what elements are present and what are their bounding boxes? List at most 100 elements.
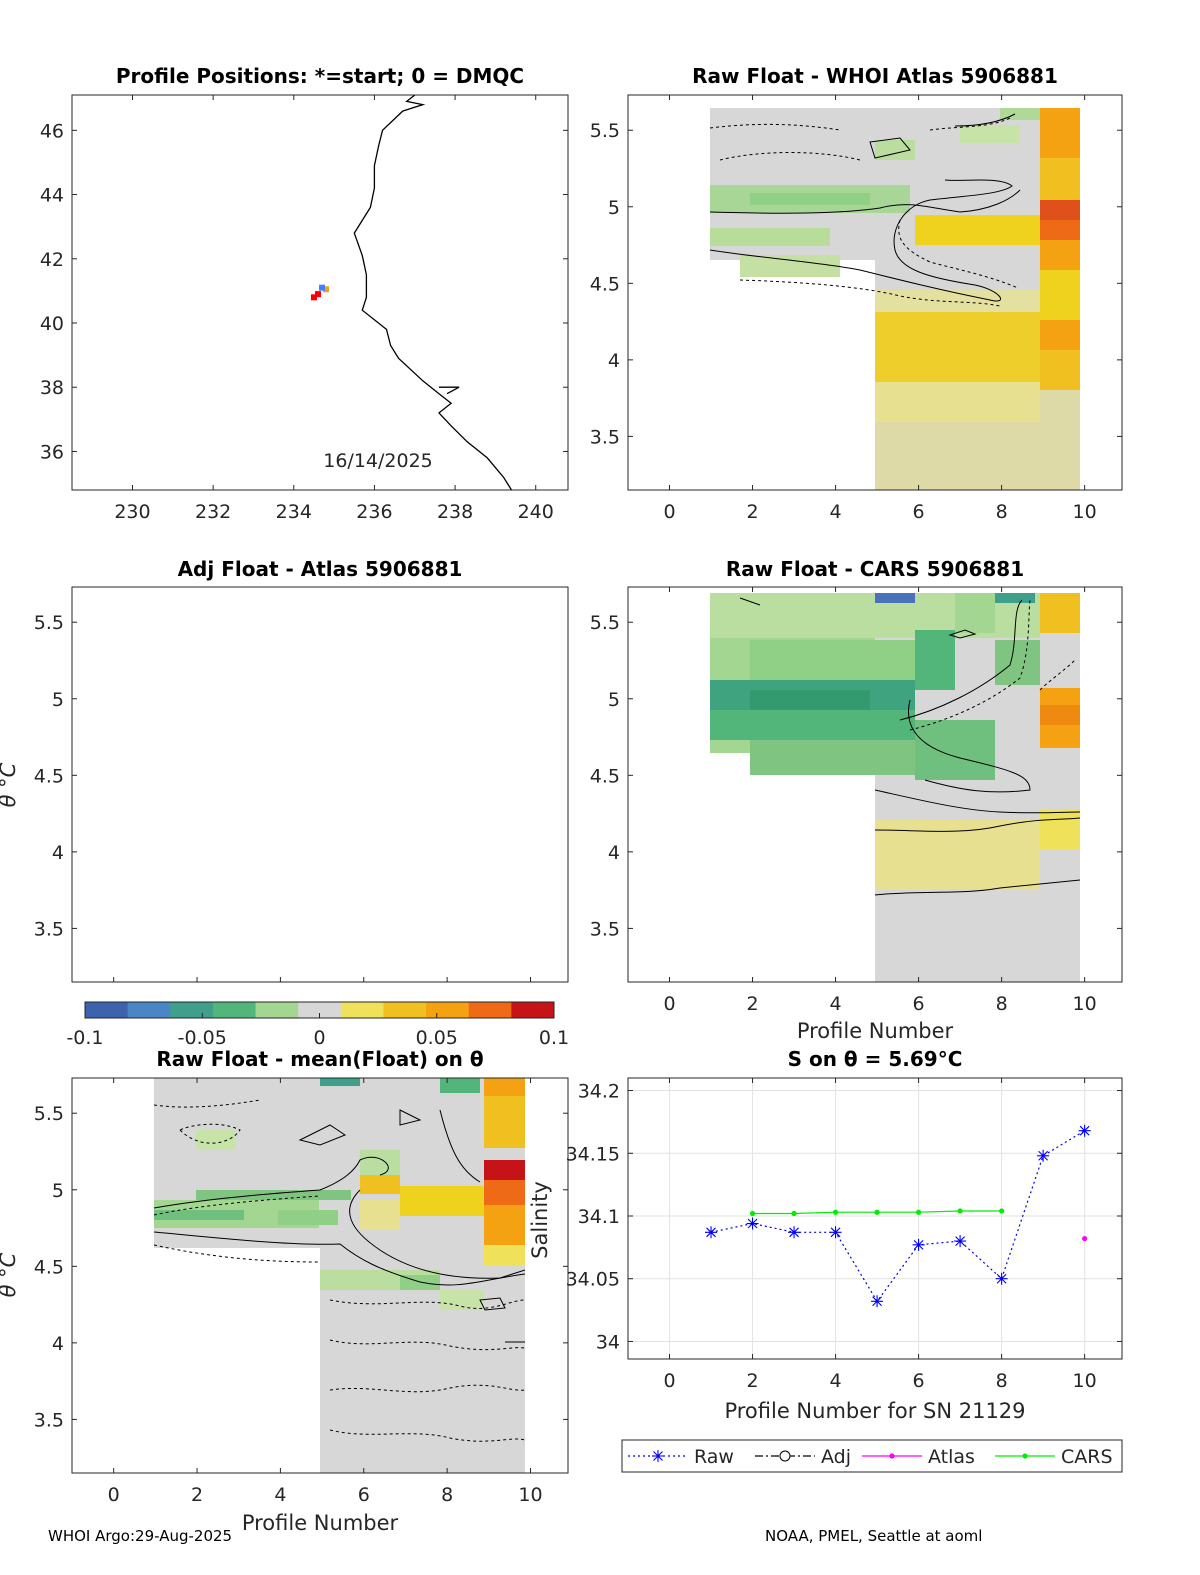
colorbar-tick-label: -0.1 xyxy=(66,1027,103,1049)
colorbar-segment xyxy=(85,1002,107,1018)
y-tick-label: 44 xyxy=(40,185,64,207)
raw-mean-ylabel: θ °C xyxy=(0,1252,20,1297)
legend-label: CARS xyxy=(1061,1446,1113,1468)
y-tick-label: 4.5 xyxy=(34,1256,64,1278)
y-tick-label: 34.05 xyxy=(566,1269,620,1291)
salinity-series xyxy=(705,1124,1091,1308)
cars-point xyxy=(749,1210,756,1217)
panel-raw-mean: Raw Float - mean(Float) on θ xyxy=(0,1047,569,1535)
colorbar-tick-label: 0 xyxy=(313,1027,325,1049)
legend-item-atlas: Atlas xyxy=(862,1446,975,1468)
colorbar-segment xyxy=(426,1002,448,1018)
x-tick-label: 234 xyxy=(276,501,312,523)
x-tick-label: 0 xyxy=(663,501,675,523)
colorbar-segment xyxy=(383,1002,406,1018)
colorbar-segment xyxy=(490,1002,512,1018)
colorbar-segment xyxy=(191,1002,214,1018)
legend-label: Raw xyxy=(694,1446,734,1468)
x-tick-label: 8 xyxy=(996,993,1008,1015)
y-tick-label: 5 xyxy=(608,689,620,711)
panel-profile-positions: Profile Positions: *=start; 0 = DMQC 230… xyxy=(40,64,569,523)
cars-point xyxy=(957,1208,963,1214)
x-tick-label: 8 xyxy=(996,1370,1008,1392)
y-tick-label: 4 xyxy=(608,350,620,372)
x-tick-label: 10 xyxy=(1073,1370,1097,1392)
colorbar-segment xyxy=(106,1002,129,1018)
y-tick-label: 36 xyxy=(40,441,64,463)
raw-mean-ticks: 0 2 4 6 8 10 5.5 5 4.5 4 3.5 xyxy=(34,1078,568,1506)
y-tick-label: 4 xyxy=(52,1333,64,1355)
x-tick-label: 0 xyxy=(663,993,675,1015)
colorbar-segment xyxy=(148,1002,171,1018)
x-tick-label: 238 xyxy=(437,501,473,523)
x-tick-label: 4 xyxy=(830,993,842,1015)
y-tick-label: 4.5 xyxy=(590,273,620,295)
legend-item-raw: Raw xyxy=(628,1446,734,1468)
colorbar-tick-label: 0.05 xyxy=(416,1027,458,1049)
legend-item-adj: Adj xyxy=(755,1446,851,1468)
map-ticks: 230 232 234 236 238 240 46 44 42 40 38 36 xyxy=(40,95,568,523)
raw-mean-title: Raw Float - mean(Float) on θ xyxy=(156,1047,483,1071)
y-tick-label: 34.1 xyxy=(578,1206,620,1228)
x-tick-label: 240 xyxy=(518,501,554,523)
y-tick-label: 34 xyxy=(596,1331,620,1353)
salinity-title: S on θ = 5.69°C xyxy=(788,1047,963,1071)
colorbar-segment xyxy=(468,1002,491,1018)
x-tick-label: 4 xyxy=(274,1484,286,1506)
colorbar-segment xyxy=(234,1002,257,1018)
profile-position-marker xyxy=(319,284,326,291)
y-tick-label: 5.5 xyxy=(590,612,620,634)
x-tick-label: 236 xyxy=(356,501,392,523)
x-tick-label: 2 xyxy=(191,1484,203,1506)
colorbar-segment xyxy=(127,1002,150,1018)
colorbar-segment xyxy=(404,1002,427,1018)
raw-atlas-heatmap xyxy=(710,108,1080,490)
y-tick-label: 5.5 xyxy=(590,120,620,142)
x-tick-label: 10 xyxy=(518,1484,542,1506)
raw-point xyxy=(1037,1149,1050,1162)
atlas-point xyxy=(1082,1235,1088,1242)
y-tick-label: 34.2 xyxy=(578,1081,620,1103)
y-tick-label: 38 xyxy=(40,377,64,399)
adj-atlas-frame xyxy=(71,586,569,983)
cars-point xyxy=(915,1209,922,1215)
salinity-grid xyxy=(628,1078,1122,1359)
x-tick-label: 0 xyxy=(663,1370,675,1392)
colorbar-segment xyxy=(340,1002,363,1018)
x-tick-label: 230 xyxy=(114,501,150,523)
x-tick-label: 8 xyxy=(996,501,1008,523)
y-tick-label: 5.5 xyxy=(34,612,64,634)
legend-label: Atlas xyxy=(928,1446,975,1468)
cars-point xyxy=(874,1209,880,1215)
raw-point xyxy=(746,1217,759,1230)
map-date-annotation: 16/14/2025 xyxy=(323,450,433,472)
coastline xyxy=(353,95,513,490)
x-tick-label: 8 xyxy=(441,1484,453,1506)
x-tick-label: 2 xyxy=(746,501,758,523)
cars-point xyxy=(791,1210,797,1217)
colorbar-segment xyxy=(170,1002,193,1018)
cars-point xyxy=(832,1209,839,1215)
colorbar-segment xyxy=(511,1002,534,1018)
footer-left: WHOI Argo:29-Aug-2025 xyxy=(48,1527,232,1545)
legend-label: Adj xyxy=(821,1446,851,1468)
raw-point xyxy=(1078,1124,1091,1137)
y-tick-label: 5.5 xyxy=(34,1103,64,1125)
raw-cars-ticks: 0 2 4 6 8 10 5.5 5 4.5 4 3.5 xyxy=(590,587,1122,1015)
x-tick-label: 6 xyxy=(358,1484,370,1506)
raw-point xyxy=(995,1272,1008,1285)
x-tick-label: 4 xyxy=(830,1370,842,1392)
salinity-xlabel: Profile Number for SN 21129 xyxy=(724,1399,1025,1423)
salinity-ticks: 0 2 4 6 8 10 34.2 34.15 34.1 34.05 34 xyxy=(566,1078,1122,1392)
raw-point xyxy=(788,1226,801,1239)
raw-cars-contours xyxy=(739,597,1081,896)
colorbar-tick-label: -0.05 xyxy=(178,1027,227,1049)
profile-position-marker xyxy=(314,291,321,298)
raw-point xyxy=(871,1295,884,1308)
raw-atlas-ticks: 0 2 4 6 8 10 5.5 5 4.5 4 3.5 xyxy=(590,95,1122,523)
raw-cars-xlabel: Profile Number xyxy=(797,1019,954,1043)
cars-point xyxy=(999,1208,1005,1214)
x-tick-label: 0 xyxy=(108,1484,120,1506)
panel-raw-atlas: Raw Float - WHOI Atlas 5906881 xyxy=(590,64,1123,523)
